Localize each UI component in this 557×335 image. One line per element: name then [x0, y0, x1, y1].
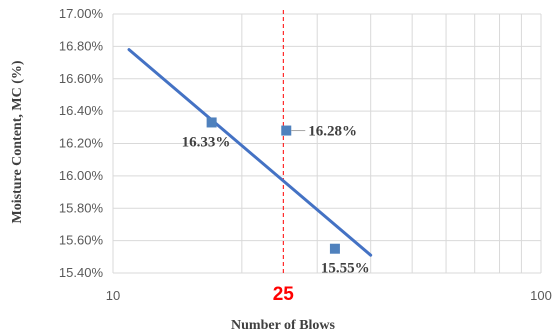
- y-tick-label: 15.40%: [59, 265, 104, 280]
- data-point: [206, 117, 217, 128]
- reference-line-label: 25: [273, 284, 295, 305]
- y-tick-label: 16.00%: [59, 168, 104, 183]
- gridlines: [112, 13, 542, 274]
- y-tick-label: 15.80%: [59, 200, 104, 215]
- y-axis-title: Moisture Content, MC (%): [10, 60, 25, 223]
- data-points: [206, 117, 340, 254]
- y-tick-label: 17.00%: [59, 6, 104, 21]
- y-tick-label: 16.60%: [59, 71, 104, 86]
- x-tick-label: 100: [530, 288, 552, 303]
- y-tick-label: 16.40%: [59, 103, 104, 118]
- trendline: [127, 48, 373, 257]
- x-axis-title: Number of Blows: [231, 318, 336, 333]
- data-point: [281, 125, 292, 136]
- y-tick-label: 16.20%: [59, 136, 104, 151]
- y-axis-tick-labels: 15.40% 15.60% 15.80% 16.00% 16.20% 16.40% 16.6…: [59, 6, 104, 280]
- trendline-group: [127, 48, 373, 257]
- y-tick-label: 15.60%: [59, 233, 104, 248]
- y-tick-label: 16.80%: [59, 38, 104, 53]
- data-point: [329, 243, 340, 254]
- data-labels: 16.33% 16.28% 15.55%: [182, 124, 370, 277]
- data-label: 16.28%: [308, 124, 357, 140]
- reference-line-group: 25: [273, 10, 295, 305]
- x-tick-label: 10: [106, 288, 120, 303]
- data-label: 15.55%: [321, 261, 370, 277]
- data-label: 16.33%: [182, 134, 231, 150]
- x-axis-tick-labels: 10 100: [106, 288, 552, 303]
